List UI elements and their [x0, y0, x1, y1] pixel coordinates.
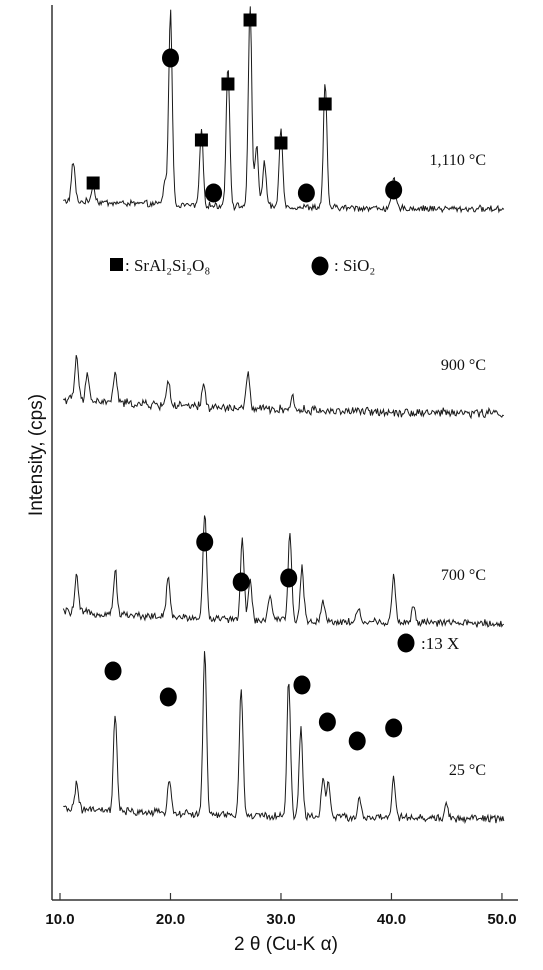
- circle-marker: [293, 675, 311, 695]
- circle-marker: [385, 718, 403, 738]
- legend-label: : SrAl₂Si₂O₈: [125, 256, 210, 275]
- series-label: 25 °C: [449, 762, 486, 779]
- x-axis-title: 2 θ (Cu-K α): [234, 934, 338, 955]
- marker-layer: [86, 13, 415, 751]
- square-marker: [221, 77, 235, 91]
- circle-marker: [196, 532, 214, 552]
- x-tick-label: 40.0: [377, 911, 406, 928]
- series-label: 700 °C: [441, 567, 486, 584]
- label-layer: 1,110 °C 900 °C 700 °C 25 °C : SrAl₂Si₂O₈ : S…: [125, 152, 486, 779]
- square-marker: [194, 133, 208, 147]
- axes: 10.0 20.0 30.0 40.0 50.0: [45, 5, 518, 928]
- series-label: 900 °C: [441, 357, 486, 374]
- series-layer: [62, 6, 505, 825]
- circle-marker: [161, 48, 179, 68]
- y-axis-title: Intensity, (cps): [26, 394, 47, 516]
- square-marker: [318, 97, 332, 111]
- circle-marker: [205, 183, 223, 203]
- circle-marker: [159, 687, 177, 707]
- series-line-3: [63, 651, 505, 825]
- square-marker: [86, 176, 100, 190]
- legend-label: :13 X: [421, 634, 459, 653]
- circle-marker: [280, 568, 298, 588]
- series-label: 1,110 °C: [430, 152, 486, 169]
- x-tick-label: 10.0: [45, 911, 74, 928]
- x-tick-label: 50.0: [487, 911, 516, 928]
- x-tick-label: 30.0: [266, 911, 295, 928]
- series-line-2: [62, 515, 505, 628]
- series-line-1: [62, 354, 504, 420]
- square-marker: [274, 136, 288, 150]
- circle-marker: [232, 572, 250, 592]
- legend-circle-marker: [311, 256, 329, 276]
- circle-marker: [104, 661, 122, 681]
- legend-circle-marker: [397, 633, 415, 653]
- circle-marker: [318, 712, 336, 732]
- square-marker: [243, 13, 257, 27]
- series-line-0: [63, 6, 505, 214]
- x-tick-label: 20.0: [156, 911, 185, 928]
- circle-marker: [348, 731, 366, 751]
- legend-label: : SiO₂: [334, 256, 375, 275]
- legend-square-marker: [110, 258, 123, 271]
- circle-marker: [385, 180, 403, 200]
- circle-marker: [297, 183, 315, 203]
